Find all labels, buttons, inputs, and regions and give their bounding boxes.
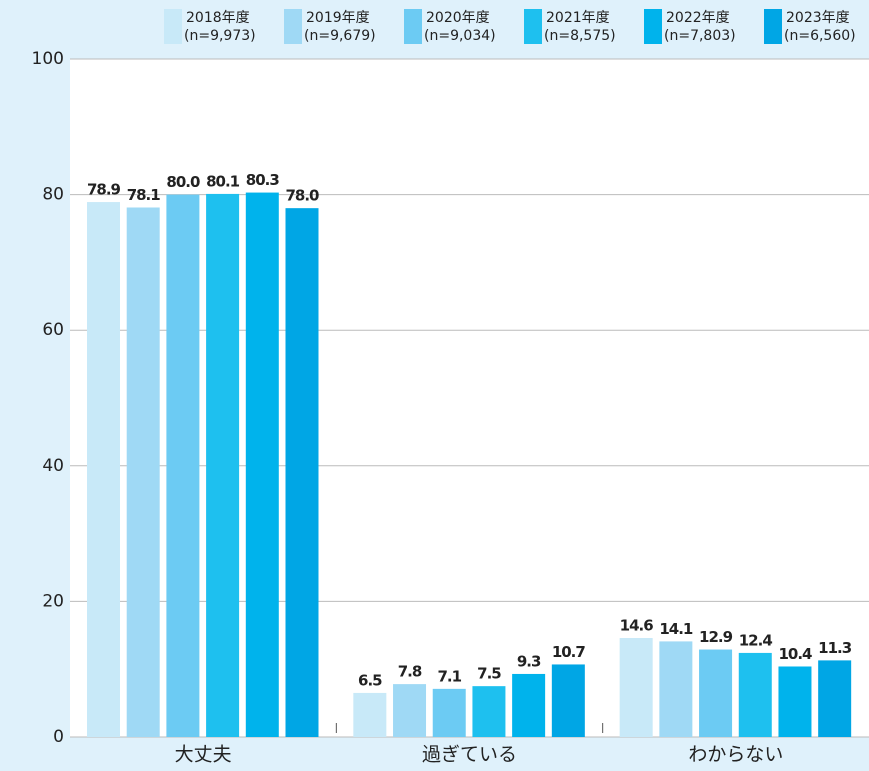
bar (245, 192, 279, 738)
bar (619, 638, 653, 737)
value-label: 78.0 (285, 187, 319, 205)
legend-label: 2019年度 (306, 10, 370, 26)
value-label: 14.1 (659, 620, 693, 638)
legend-swatch (164, 9, 182, 44)
bar (432, 688, 466, 737)
value-label: 10.4 (778, 645, 812, 663)
y-tick-label: 40 (42, 456, 64, 476)
x-tick-label: 大丈夫 (175, 744, 232, 766)
legend-sample: (n=7,803) (664, 28, 736, 44)
legend-sample: (n=9,973) (184, 28, 256, 44)
value-label: 7.1 (437, 667, 461, 685)
legend-swatch (524, 9, 542, 44)
legend-sample: (n=9,034) (424, 28, 496, 44)
value-label: 78.9 (87, 181, 121, 199)
bar (285, 208, 319, 737)
y-tick-label: 0 (53, 727, 64, 747)
legend-sample: (n=6,560) (784, 28, 856, 44)
legend-sample: (n=9,679) (304, 28, 376, 44)
legend-label: 2018年度 (186, 10, 250, 26)
bar (699, 649, 733, 737)
value-label: 12.4 (739, 631, 773, 649)
legend-label: 2020年度 (426, 10, 490, 26)
y-tick-label: 80 (42, 185, 64, 205)
bar (353, 692, 387, 737)
legend-sample: (n=8,575) (544, 28, 616, 44)
x-tick-label: 過ぎている (422, 744, 517, 766)
value-label: 12.9 (699, 628, 733, 646)
value-label: 7.5 (477, 665, 501, 683)
bar (126, 207, 160, 737)
plot-area (70, 59, 869, 737)
value-label: 80.0 (166, 173, 200, 191)
bar (512, 673, 546, 737)
legend-swatch (764, 9, 782, 44)
legend-label: 2023年度 (786, 10, 850, 26)
legend-swatch (404, 9, 422, 44)
value-label: 80.3 (246, 171, 280, 189)
value-label: 14.6 (620, 617, 654, 635)
value-label: 7.8 (398, 663, 422, 681)
legend-label: 2021年度 (546, 10, 610, 26)
x-tick-label: わからない (688, 744, 783, 766)
bar (659, 641, 693, 737)
value-label: 11.3 (818, 639, 852, 657)
legend-swatch (284, 9, 302, 44)
legend-swatch (644, 9, 662, 44)
value-label: 9.3 (517, 652, 541, 670)
bar (778, 666, 812, 737)
value-label: 6.5 (358, 671, 382, 689)
bar (87, 202, 120, 738)
bar (738, 652, 772, 737)
y-tick-label: 60 (42, 320, 64, 340)
bar (818, 660, 852, 737)
y-tick-label: 100 (32, 49, 64, 69)
bar (206, 193, 240, 737)
bar (393, 684, 427, 737)
bar (472, 686, 506, 737)
value-label: 10.7 (552, 643, 586, 661)
legend-label: 2022年度 (666, 10, 730, 26)
value-label: 80.1 (206, 172, 240, 190)
y-tick-label: 20 (42, 591, 64, 611)
value-label: 78.1 (127, 186, 161, 204)
bar (166, 194, 200, 738)
bar (551, 664, 585, 737)
